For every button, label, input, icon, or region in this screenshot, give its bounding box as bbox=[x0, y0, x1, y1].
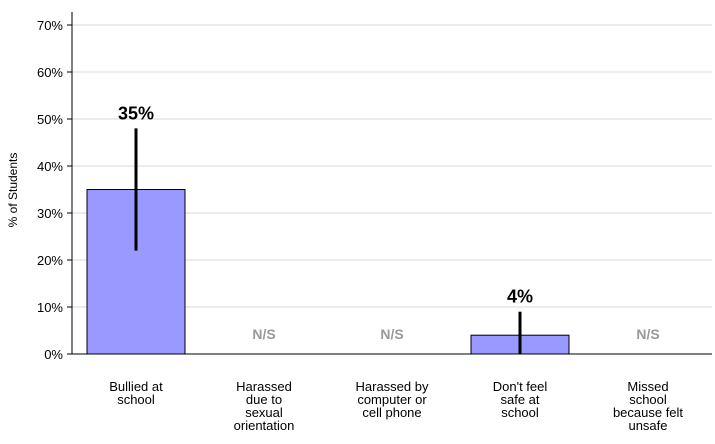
y-tick-label: 70% bbox=[37, 18, 63, 33]
y-tick-label: 50% bbox=[37, 112, 63, 127]
y-tick-label: 40% bbox=[37, 159, 63, 174]
category-label-line: school bbox=[117, 392, 155, 407]
category-label-line: Missed bbox=[627, 379, 668, 394]
y-tick-label: 60% bbox=[37, 65, 63, 80]
not-significant-label: N/S bbox=[380, 326, 403, 342]
category-label: Harassed due to sexual orientation bbox=[234, 379, 295, 433]
category-label-line: sexual bbox=[245, 405, 283, 420]
data-label: 4% bbox=[507, 287, 533, 307]
y-tick-label: 10% bbox=[37, 300, 63, 315]
category-label: Don't feel safe at school bbox=[493, 379, 548, 420]
error-bars bbox=[134, 128, 522, 354]
category-label-line: computer or bbox=[357, 392, 427, 407]
y-tick-label: 30% bbox=[37, 206, 63, 221]
y-axis-label: % of Students bbox=[6, 153, 20, 228]
category-label: Harassed by computer or cell phone bbox=[356, 379, 429, 420]
category-label-line: school bbox=[501, 405, 539, 420]
category-label-line: Bullied at bbox=[109, 379, 163, 394]
y-tick-labels: 0% 10% 20% 30% 40% 50% 60% 70% bbox=[37, 18, 72, 362]
category-label: Bullied at school bbox=[109, 379, 163, 407]
category-label-line: because felt bbox=[613, 405, 683, 420]
category-label-line: school bbox=[629, 392, 667, 407]
category-label-line: Harassed bbox=[236, 379, 292, 394]
data-label: 35% bbox=[118, 103, 154, 123]
y-tick-label: 20% bbox=[37, 253, 63, 268]
y-tick-label: 0% bbox=[44, 347, 63, 362]
not-significant-label: N/S bbox=[252, 326, 275, 342]
category-label: Missed school because felt unsafe bbox=[613, 379, 683, 433]
axes bbox=[71, 12, 712, 355]
category-label-line: due to bbox=[246, 392, 282, 407]
category-label-line: cell phone bbox=[362, 405, 421, 420]
category-label-line: Don't feel bbox=[493, 379, 548, 394]
category-label-line: Harassed by bbox=[356, 379, 429, 394]
category-label-line: safe at bbox=[500, 392, 539, 407]
data-labels: 35% N/S N/S 4% N/S bbox=[118, 103, 660, 342]
category-label-line: orientation bbox=[234, 418, 295, 433]
bars bbox=[86, 189, 570, 355]
not-significant-label: N/S bbox=[636, 326, 659, 342]
category-label-line: unsafe bbox=[628, 418, 667, 433]
